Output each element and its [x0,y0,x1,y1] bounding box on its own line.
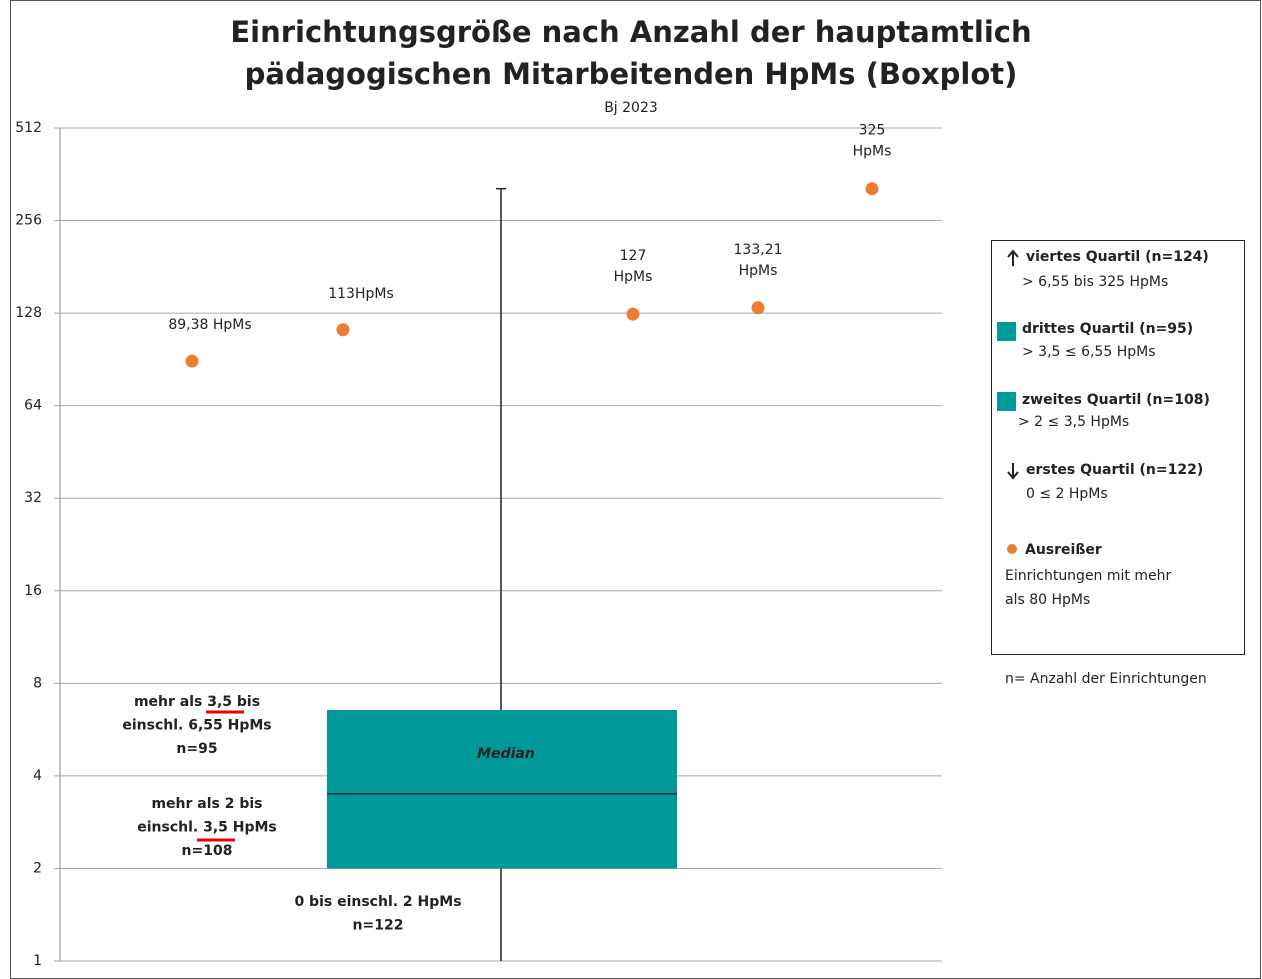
y-tick-label: 32 [24,490,42,506]
y-tick-label: 64 [24,398,42,414]
legend-label: viertes Quartil (n=124) [1026,249,1209,265]
outlier-label: HpMs [739,263,778,279]
legend-swatch [997,322,1016,341]
annotation: mehr als 2 bis [151,796,262,812]
legend-marker [1007,544,1017,554]
chart-subtitle: Bj 2023 [604,100,658,116]
y-tick-label: 2 [33,860,42,876]
annotation: mehr als 3,5 bis [134,694,260,710]
median-label: Median [477,746,535,762]
chart-title: pädagogischen Mitarbeitenden HpMs (Boxpl… [245,57,1018,91]
arrow-down [1007,463,1019,480]
legend-label: zweites Quartil (n=108) [1022,392,1210,408]
chart-title: Einrichtungsgröße nach Anzahl der haupta… [230,15,1031,49]
outlier-label: 127 [620,248,647,264]
legend-detail: > 2 ≤ 3,5 HpMs [1018,414,1129,430]
outlier-label: HpMs [853,144,892,160]
box [327,710,677,869]
annotation: n=95 [176,741,217,757]
arrow-up [1007,249,1019,266]
legend-label: drittes Quartil (n=95) [1022,321,1193,337]
annotation: n=122 [353,918,404,934]
annotation: 0 bis einschl. 2 HpMs [294,894,461,910]
legend-detail: 0 ≤ 2 HpMs [1026,486,1108,502]
y-tick-label: 16 [24,583,42,599]
annotation: einschl. 3,5 HpMs [137,820,277,836]
annotation: n=108 [182,843,233,859]
y-tick-label: 256 [15,213,42,229]
legend-swatch [997,392,1016,411]
y-tick-label: 512 [15,120,42,136]
y-tick-label: 8 [33,675,42,691]
outlier [751,301,765,315]
legend-detail: Einrichtungen mit mehr [1005,568,1171,584]
legend-label: Ausreißer [1025,542,1102,558]
legend-detail: > 3,5 ≤ 6,55 HpMs [1022,344,1156,360]
outlier [865,182,879,196]
legend-label: erstes Quartil (n=122) [1026,462,1203,478]
outlier [185,354,199,368]
legend-detail: als 80 HpMs [1005,592,1090,608]
legend-detail: > 6,55 bis 325 HpMs [1022,274,1168,290]
annotation: einschl. 6,55 HpMs [122,718,271,734]
outlier-label: 89,38 HpMs [168,317,251,333]
outlier-label: 325 [859,123,886,139]
y-tick-label: 4 [33,768,42,784]
outlier [626,307,640,321]
outlier [336,323,350,337]
footnote: n= Anzahl der Einrichtungen [1005,671,1207,687]
outlier-label: HpMs [614,269,653,285]
legend-box [991,240,1245,655]
outlier-label: 113HpMs [328,286,394,302]
y-tick-label: 128 [15,305,42,321]
y-tick-label: 1 [33,953,42,969]
outlier-label: 133,21 [734,242,783,258]
